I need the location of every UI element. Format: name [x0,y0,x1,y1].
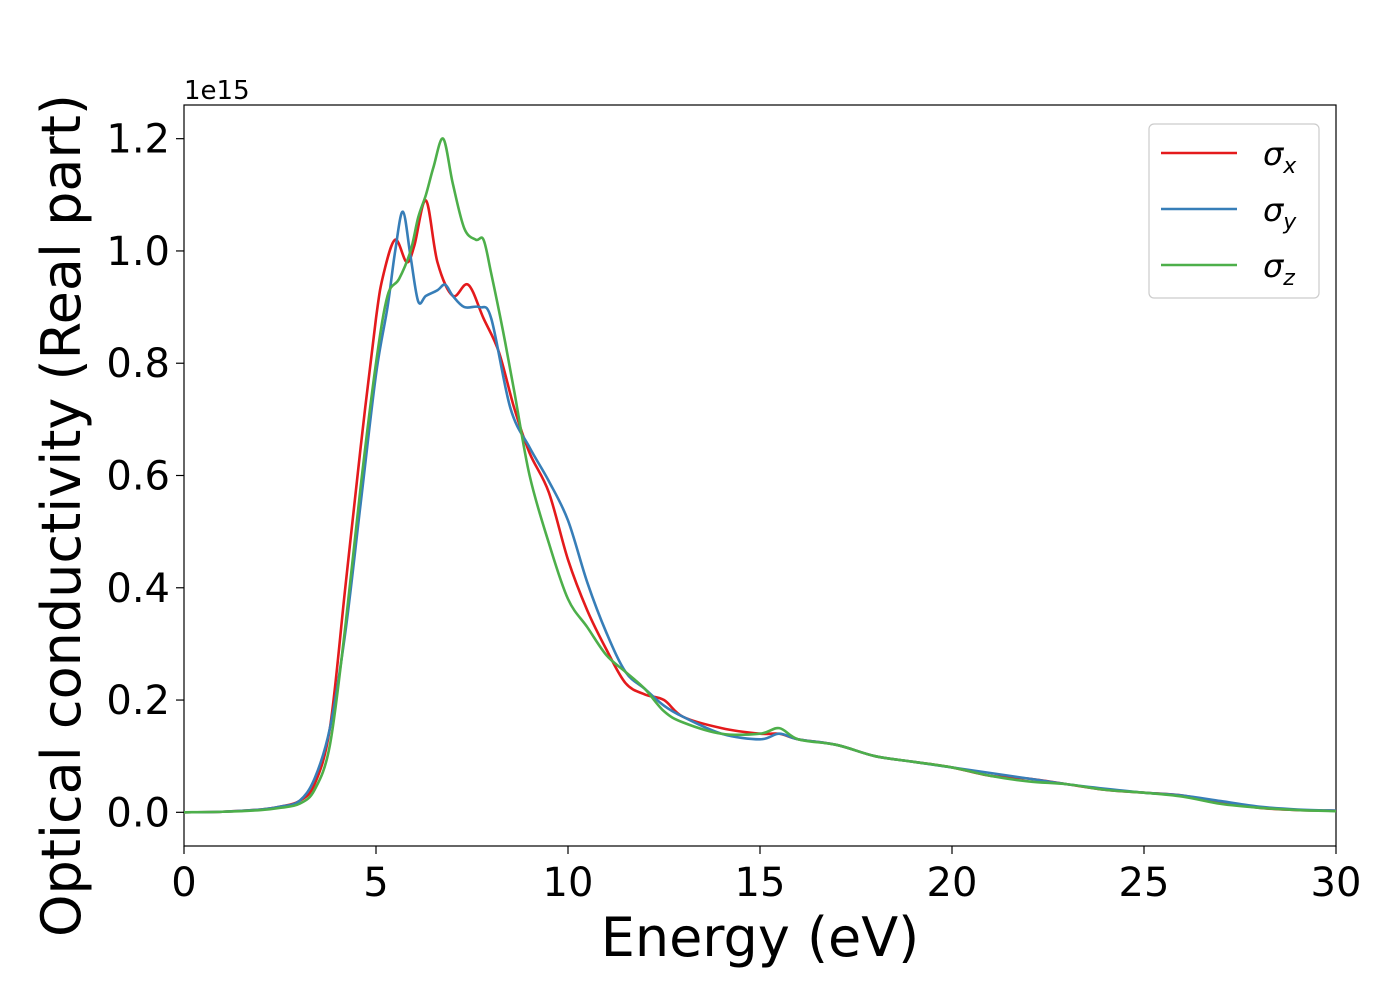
y-offset-label: 1e15 [184,76,250,106]
legend-label-z: σz [1263,247,1295,291]
x-tick-label: 30 [1311,860,1362,906]
legend-subscript: y [1282,210,1297,235]
series-line-z [184,137,1336,814]
y-tick-label: 0.4 [106,566,170,612]
x-axis: 0 5 10 15 20 25 30 [171,846,1361,906]
x-tick-label: 15 [735,860,786,906]
x-tick-label: 10 [543,860,594,906]
series-layer [184,137,1336,814]
y-axis: 0.0 0.2 0.4 0.6 0.8 1.0 1.2 [106,117,184,836]
legend-symbol: σ [1263,191,1285,229]
y-tick-label: 1.0 [106,229,170,275]
y-tick-label: 0.6 [106,454,170,500]
y-axis-title: Optical conductivity (Real part) [30,94,93,937]
y-tick-label: 0.8 [106,341,170,387]
x-tick-label: 20 [927,860,978,906]
x-tick-label: 0 [171,860,196,906]
legend-subscript: z [1282,266,1295,291]
y-tick-label: 1.2 [106,117,170,163]
x-tick-label: 25 [1119,860,1170,906]
legend-label-y: σy [1263,191,1297,235]
legend-symbol: σ [1263,247,1285,285]
plot-area [183,104,1337,847]
legend-symbol: σ [1263,135,1285,173]
y-tick-label: 0.0 [106,790,170,836]
legend-box [1148,123,1320,299]
x-tick-label: 5 [363,860,388,906]
plot-frame [183,104,1337,847]
x-axis-title: Energy (eV) [601,906,920,969]
legend-label-x: σx [1263,135,1297,179]
legend-subscript: x [1282,154,1297,179]
y-tick-label: 0.2 [106,678,170,724]
series-line-y [184,210,1336,814]
